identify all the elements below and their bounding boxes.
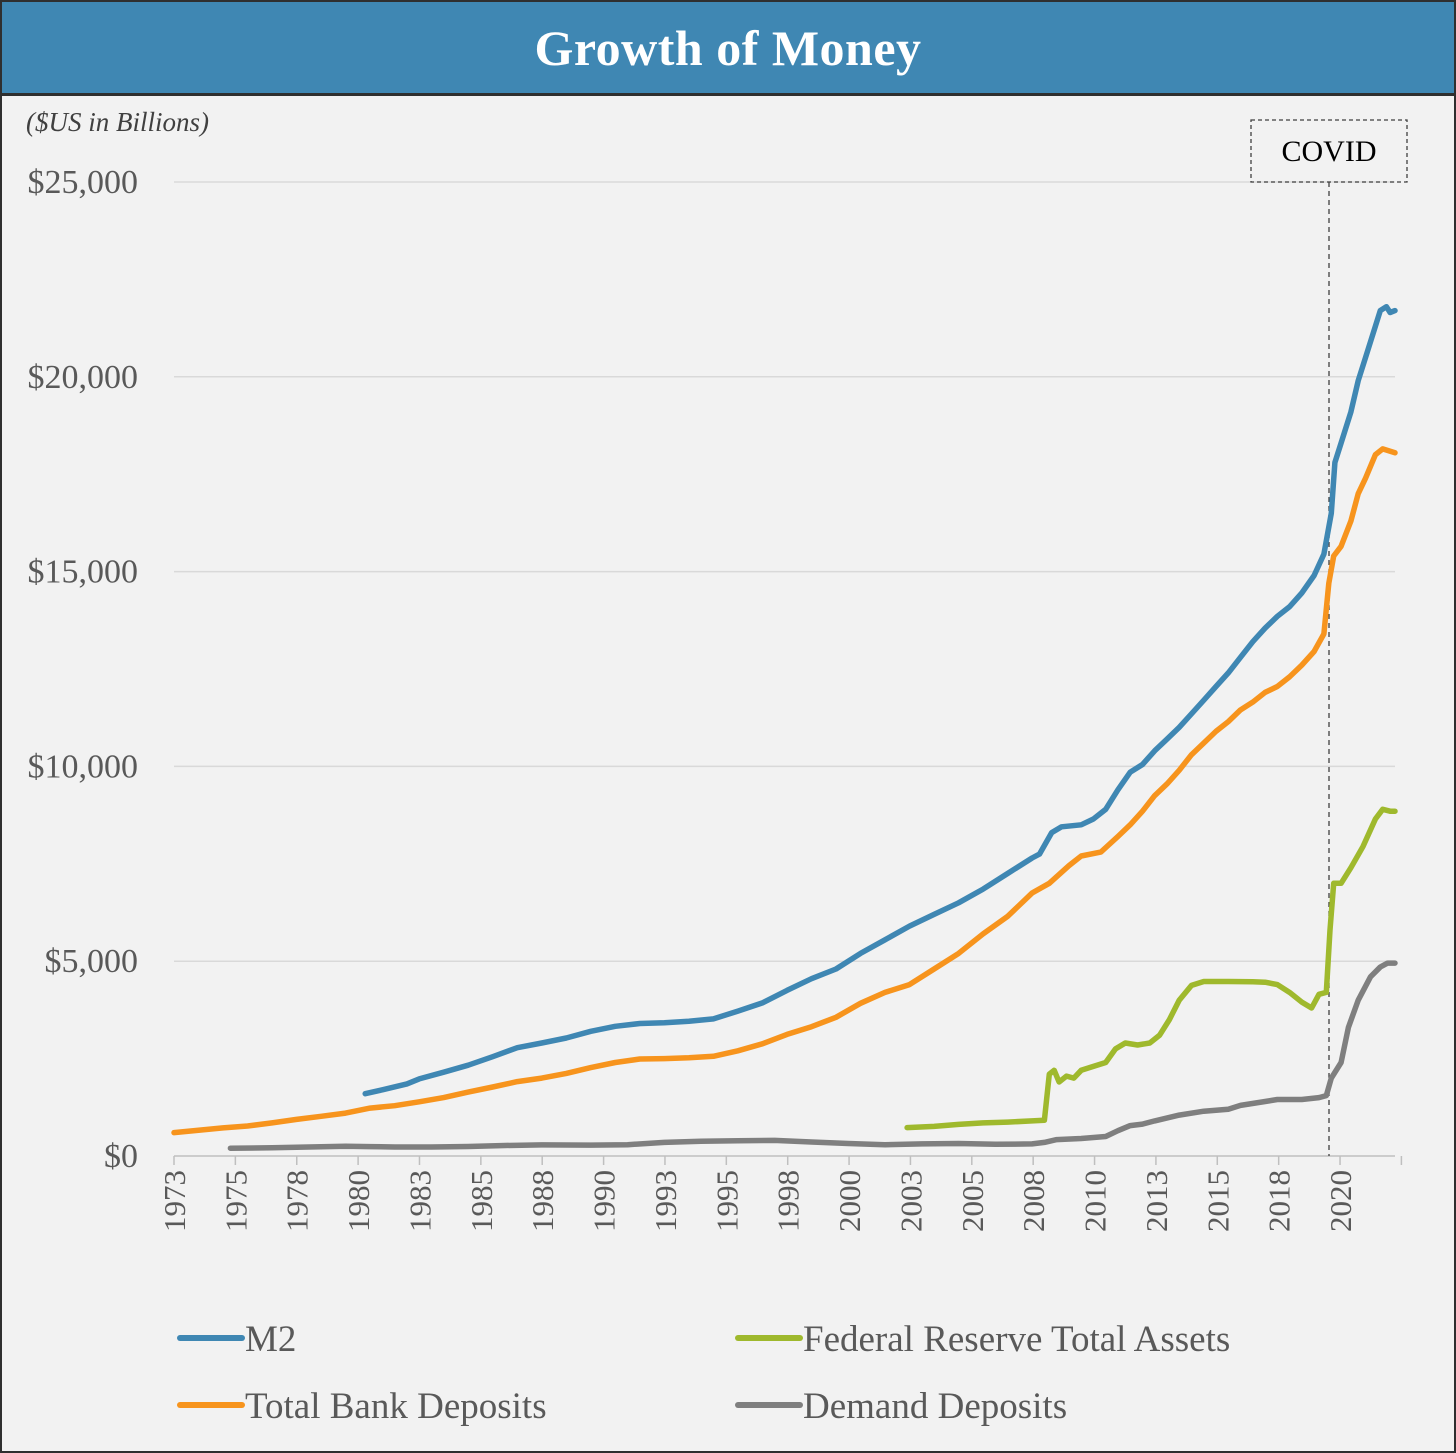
y-tick-label: $15,000 <box>28 554 139 591</box>
legend-label-total-bank-deposits: Total Bank Deposits <box>245 1386 547 1427</box>
series-line-m2 <box>362 303 1398 1097</box>
covid-annotation: COVID <box>1250 119 1408 1156</box>
x-tick-label: 1983 <box>402 1170 437 1232</box>
y-tick-label: $0 <box>104 1138 138 1175</box>
series-line-federal-reserve-total-assets <box>904 806 1398 1131</box>
x-tick-label: 1980 <box>341 1170 376 1232</box>
x-tick-label: 2010 <box>1078 1170 1113 1232</box>
x-tick-label: 2003 <box>893 1170 928 1232</box>
chart-subtitle: ($US in Billions) <box>26 107 209 137</box>
covid-label: COVID <box>1282 135 1377 168</box>
legend-label-m2: M2 <box>245 1319 296 1360</box>
x-tick-label: 2005 <box>955 1170 990 1232</box>
x-tick-label: 1995 <box>709 1170 744 1232</box>
series-line-total-bank-deposits <box>171 446 1398 1136</box>
x-tick-label: 1998 <box>771 1170 806 1232</box>
x-tick-label: 1988 <box>525 1170 560 1232</box>
title-bar: Growth of Money <box>2 2 1454 96</box>
legend-label-federal-reserve-total-assets: Federal Reserve Total Assets <box>803 1319 1230 1360</box>
x-tick-label: 1985 <box>464 1170 499 1232</box>
y-tick-label: $25,000 <box>28 164 139 201</box>
legend: M2 Total Bank Deposits Federal Reserve Tot… <box>177 1319 1230 1427</box>
legend-label-demand-deposits: Demand Deposits <box>803 1386 1067 1427</box>
chart-title: Growth of Money <box>534 19 922 76</box>
x-tick-label: 2000 <box>832 1170 867 1232</box>
x-tick-label: 2008 <box>1016 1170 1051 1232</box>
x-tick-label: 1973 <box>157 1170 192 1232</box>
x-tick-label: 1993 <box>648 1170 683 1232</box>
x-tick-label: 2020 <box>1323 1170 1358 1232</box>
x-tick-label: 1975 <box>218 1170 253 1232</box>
series-lines <box>171 303 1398 1151</box>
y-tick-label: $10,000 <box>28 748 139 785</box>
gridlines <box>174 181 1395 962</box>
series-line-demand-deposits <box>227 960 1398 1151</box>
y-axis-ticks: $0 $5,000 $10,000 $15,000 $20,000 $25,000 <box>28 164 139 1175</box>
x-tick-label: 1990 <box>587 1170 622 1232</box>
y-tick-label: $5,000 <box>45 943 139 980</box>
x-tick-label: 2013 <box>1139 1170 1174 1232</box>
x-tick-label: 1978 <box>280 1170 315 1232</box>
x-tick-label: 2015 <box>1200 1170 1235 1232</box>
x-tick-label: 2018 <box>1262 1170 1297 1232</box>
y-tick-label: $20,000 <box>28 359 139 396</box>
x-axis: 1973 1975 1978 1980 1983 1985 1988 1990 1993 1995… <box>157 1155 1403 1232</box>
